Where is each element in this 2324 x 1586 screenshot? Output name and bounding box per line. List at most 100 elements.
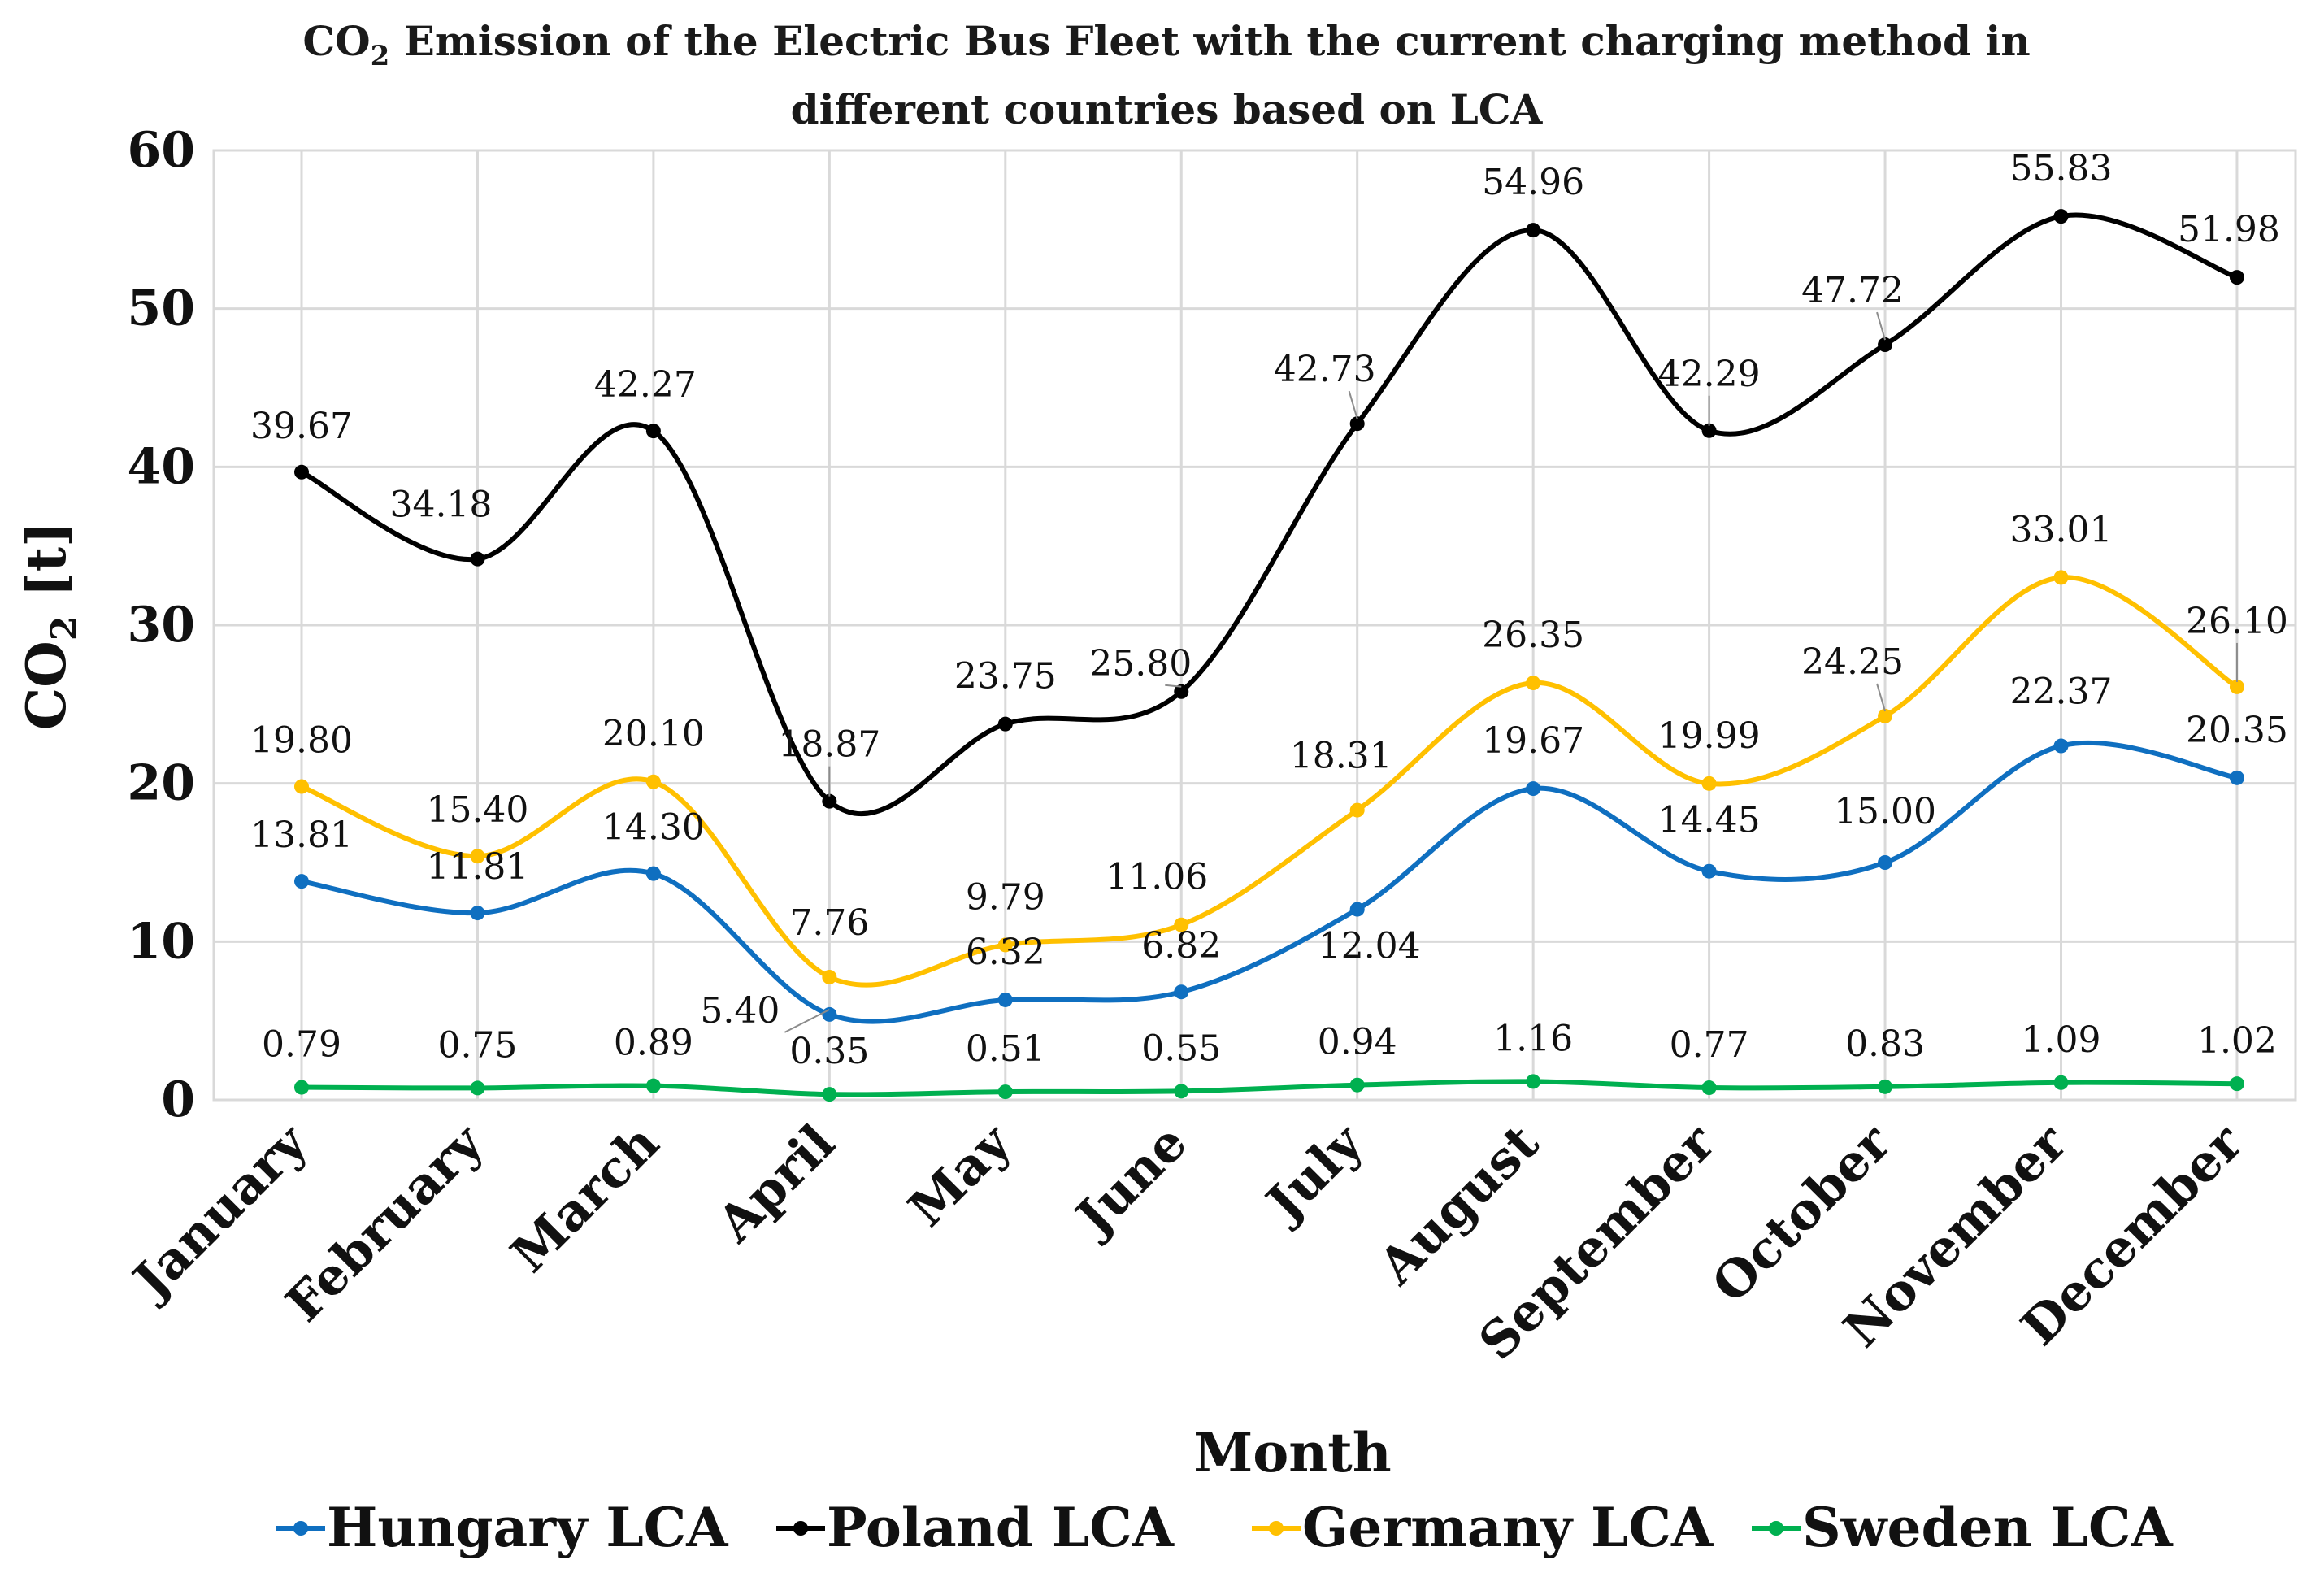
data-label: 13.81 — [250, 815, 353, 856]
x-tick-label: August — [1366, 1113, 1550, 1297]
data-label: 42.73 — [1274, 349, 1376, 390]
x-tick-label: May — [897, 1112, 1023, 1238]
data-point — [1701, 776, 1717, 791]
legend-label: Poland LCA — [827, 1496, 1175, 1559]
data-point — [1701, 423, 1717, 438]
legend: Hungary LCA Poland LCA Germany LCA Sweden L… — [276, 1496, 2174, 1559]
series-germany-lca — [294, 570, 2244, 988]
data-label: 0.79 — [262, 1024, 341, 1066]
data-label: 0.77 — [1670, 1024, 1749, 1066]
data-point — [2053, 1075, 2069, 1090]
data-label: 15.40 — [426, 789, 528, 831]
x-tick-label: April — [706, 1113, 846, 1254]
data-point — [1349, 1077, 1365, 1093]
data-point — [294, 874, 309, 889]
data-point — [1526, 781, 1541, 797]
data-point — [2229, 1076, 2244, 1092]
series-poland-lca — [294, 209, 2244, 817]
legend-label: Sweden LCA — [1802, 1496, 2174, 1559]
data-point — [1174, 1084, 1189, 1099]
labels-sweden-lca: 0.79 0.75 0.89 0.35 0.51 0.55 0.94 1.16 0.77 0.83… — [262, 1018, 2277, 1072]
data-label: 25.80 — [1089, 643, 1192, 684]
data-point — [1349, 416, 1365, 432]
data-point — [645, 774, 661, 789]
label-leader-line — [1348, 390, 1358, 419]
data-point — [294, 464, 309, 480]
y-tick-label: 50 — [128, 280, 196, 337]
y-tick-label: 0 — [161, 1071, 195, 1128]
data-point — [822, 1006, 837, 1022]
data-point — [1174, 684, 1189, 699]
data-label: 47.72 — [1801, 270, 1904, 311]
data-point — [645, 1078, 661, 1093]
data-point — [645, 866, 661, 881]
series-line — [300, 212, 2238, 817]
data-label: 22.37 — [2010, 671, 2113, 713]
data-label: 0.35 — [789, 1031, 869, 1072]
data-label: 11.06 — [1106, 857, 1208, 898]
legend-swatch-marker — [293, 1521, 308, 1536]
x-tick-label: July — [1252, 1112, 1375, 1235]
data-point — [645, 424, 661, 439]
data-label: 18.31 — [1290, 736, 1392, 777]
data-label: 6.82 — [1141, 925, 1221, 967]
title-part: Emission of the Electric Bus Fleet with … — [389, 17, 2030, 65]
y-tick-label: 10 — [128, 913, 196, 970]
chart-title: CO2 Emission of the Electric Bus Fleet w… — [302, 17, 2030, 133]
data-point — [997, 716, 1013, 732]
data-label: 14.45 — [1658, 800, 1761, 841]
title-part: different countries based on LCA — [791, 85, 1544, 133]
legend-label: Hungary LCA — [327, 1496, 728, 1559]
data-point — [1701, 1080, 1717, 1096]
data-label: 51.98 — [2178, 209, 2280, 250]
data-label: 0.75 — [437, 1024, 517, 1066]
data-label: 0.89 — [614, 1023, 693, 1064]
title-part: CO — [302, 17, 370, 65]
data-point — [1349, 902, 1365, 917]
data-label: 26.10 — [2186, 601, 2288, 642]
data-label: 7.76 — [789, 902, 869, 944]
legend-swatch-marker — [1769, 1521, 1783, 1536]
data-point — [997, 992, 1013, 1007]
labels-poland-lca: 39.67 34.18 42.27 18.87 23.75 25.80 42.73 54.96… — [250, 148, 2280, 797]
y-tick-label: 60 — [128, 122, 196, 179]
data-label: 12.04 — [1318, 926, 1421, 967]
data-point — [294, 1080, 309, 1095]
legend-item-poland-lca: Poland LCA — [776, 1496, 1175, 1559]
title-line-2: different countries based on LCA — [791, 85, 1544, 133]
data-labels: 13.81 11.81 14.30 5.40 6.32 6.82 12.04 19.67 14.… — [250, 148, 2288, 1072]
data-label: 39.67 — [250, 406, 353, 447]
legend-item-germany-lca: Germany LCA — [1252, 1496, 1714, 1559]
legend-swatch-marker — [1269, 1521, 1284, 1536]
title-line-1: CO2 Emission of the Electric Bus Fleet w… — [302, 17, 2030, 72]
label-leader-line — [784, 1008, 830, 1033]
data-label: 1.02 — [2197, 1020, 2277, 1062]
data-label: 14.30 — [602, 807, 705, 849]
series-lines — [294, 209, 2244, 1102]
data-label: 11.81 — [426, 846, 528, 888]
data-label: 55.83 — [2010, 148, 2113, 189]
data-label: 0.51 — [966, 1028, 1045, 1070]
series-line — [301, 1079, 2237, 1097]
y-label-part: CO — [15, 641, 78, 730]
data-point — [1878, 1079, 1893, 1094]
data-label: 1.16 — [1493, 1018, 1573, 1059]
data-label: 33.01 — [2010, 509, 2113, 550]
data-point — [2053, 570, 2069, 585]
data-label: 42.29 — [1658, 354, 1761, 395]
y-axis-label: CO2 [t] — [15, 522, 85, 731]
data-point — [1349, 802, 1365, 818]
legend-swatch-marker — [793, 1521, 808, 1536]
label-leader-line — [1876, 311, 1887, 341]
data-point — [997, 1084, 1013, 1100]
data-label: 18.87 — [778, 724, 880, 766]
title-part: 2 — [371, 40, 390, 72]
labels-germany-lca: 19.80 15.40 20.10 7.76 9.79 11.06 18.31 26.35 19… — [250, 509, 2288, 944]
y-tick-label: 40 — [128, 438, 196, 495]
legend-label: Germany LCA — [1302, 1496, 1714, 1559]
data-label: 23.75 — [954, 656, 1057, 697]
series-line — [300, 575, 2239, 988]
data-point — [822, 969, 837, 984]
